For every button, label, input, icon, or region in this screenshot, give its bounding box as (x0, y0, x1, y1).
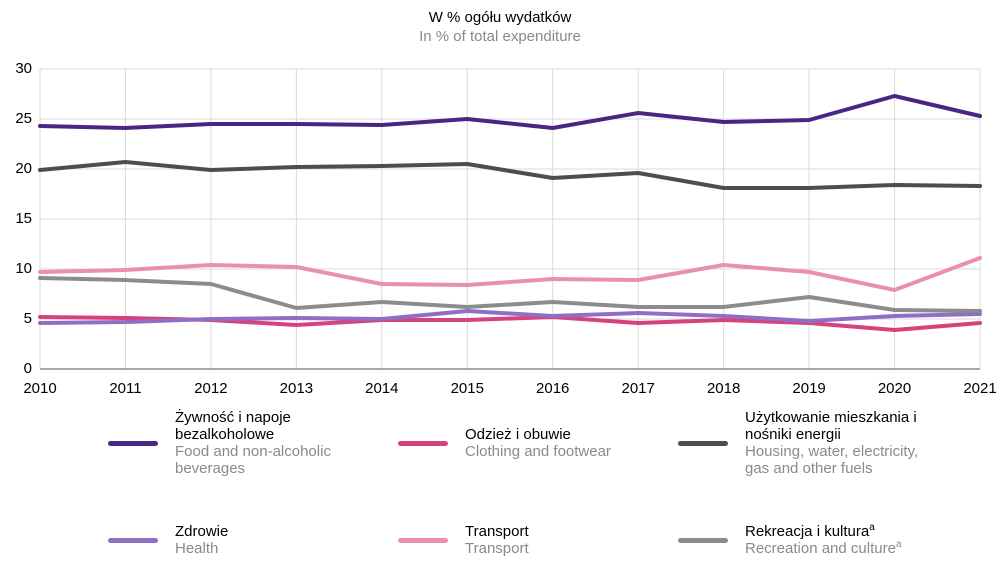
legend-label: Zdrowie (175, 523, 375, 540)
x-tick-label: 2010 (23, 380, 56, 397)
x-tick-label: 2015 (451, 380, 484, 397)
legend-name-en: Health (175, 540, 219, 557)
series-line (38, 276, 982, 313)
chart: W % ogółu wydatków In % of total expendi… (15, 9, 996, 397)
legend-item: Zdrowie Health (108, 518, 375, 561)
legend-text: Żywność i napoje bezalkoholowe Food and n… (175, 409, 375, 477)
y-tick-label: 5 (24, 310, 32, 327)
legend-label-en: Food and non-alcoholic beverages (175, 443, 375, 477)
legend-swatch (108, 537, 158, 543)
y-tick-label: 10 (15, 260, 32, 277)
legend-text: Transport Transport (465, 523, 665, 557)
legend-swatch (678, 440, 728, 446)
footnote-mark: a (869, 522, 875, 533)
legend-label: Żywność i napoje bezalkoholowe (175, 409, 375, 443)
legend-text: Zdrowie Health (175, 523, 375, 557)
x-tick-label: 2018 (707, 380, 740, 397)
x-tick-label: 2013 (280, 380, 313, 397)
legend-name: Rekreacja i kultura (745, 523, 870, 540)
y-tick-label: 30 (15, 60, 32, 77)
legend-label-en: Health (175, 540, 375, 557)
legend-name-en: Housing, water, electricity, gas and oth… (745, 443, 919, 477)
legend-text: Odzież i obuwie Clothing and footwear (465, 426, 665, 460)
legend-label-en: Housing, water, electricity, gas and oth… (745, 443, 935, 477)
legend-swatch (398, 537, 448, 543)
legend-label: Użytkowanie mieszkania i nośniki energii (745, 409, 935, 443)
legend-item: Transport Transport (398, 518, 665, 561)
x-tick-label: 2020 (878, 380, 911, 397)
series-line (38, 94, 982, 130)
footnote-mark: a (895, 539, 902, 550)
legend-label: Transport (465, 523, 665, 540)
legend-label-en: Recreation and culturea (745, 539, 935, 558)
y-tick-label: 15 (15, 210, 32, 227)
x-tick-label: 2016 (536, 380, 569, 397)
legend-name: Transport (465, 523, 529, 540)
legend-item: Żywność i napoje bezalkoholowe Food and n… (108, 396, 375, 490)
legend-label-en: Clothing and footwear (465, 443, 665, 460)
legend-text: Rekreacja i kulturaa Recreation and cultu… (745, 522, 935, 558)
legend-name: Odzież i obuwie (465, 426, 571, 443)
legend-label: Odzież i obuwie (465, 426, 665, 443)
series-line (38, 160, 982, 190)
y-tick-label: 25 (15, 110, 32, 127)
series-line (38, 309, 982, 325)
x-tick-label: 2019 (792, 380, 825, 397)
legend-name: Użytkowanie mieszkania i nośniki energii (745, 409, 917, 443)
chart-title: W % ogółu wydatków (429, 9, 572, 26)
legend-item: Użytkowanie mieszkania i nośniki energii… (678, 396, 935, 490)
legend-name: Zdrowie (175, 523, 229, 540)
legend-name-en: Transport (465, 540, 529, 557)
x-tick-label: 2021 (963, 380, 996, 397)
legend-name: Żywność i napoje bezalkoholowe (175, 409, 291, 443)
legend-item: Odzież i obuwie Clothing and footwear (398, 396, 665, 490)
y-tick-label: 20 (15, 160, 32, 177)
legend-label: Rekreacja i kulturaa (745, 522, 935, 541)
x-tick-label: 2017 (621, 380, 654, 397)
legend-swatch (398, 440, 448, 446)
legend-item: Rekreacja i kulturaa Recreation and cultu… (678, 518, 935, 561)
legend-name-en: Recreation and culture (745, 540, 896, 557)
legend-label-en: Transport (465, 540, 665, 557)
x-tick-label: 2011 (109, 380, 141, 397)
legend-swatch (108, 440, 158, 446)
x-tick-label: 2012 (194, 380, 227, 397)
series-line (38, 256, 982, 292)
y-tick-label: 0 (24, 360, 32, 377)
x-tick-label: 2014 (365, 380, 398, 397)
legend-swatch (678, 537, 728, 543)
legend-name-en: Clothing and footwear (465, 443, 611, 460)
chart-subtitle: In % of total expenditure (419, 28, 581, 45)
legend-text: Użytkowanie mieszkania i nośniki energii… (745, 409, 935, 477)
legend-name-en: Food and non-alcoholic beverages (175, 443, 331, 477)
